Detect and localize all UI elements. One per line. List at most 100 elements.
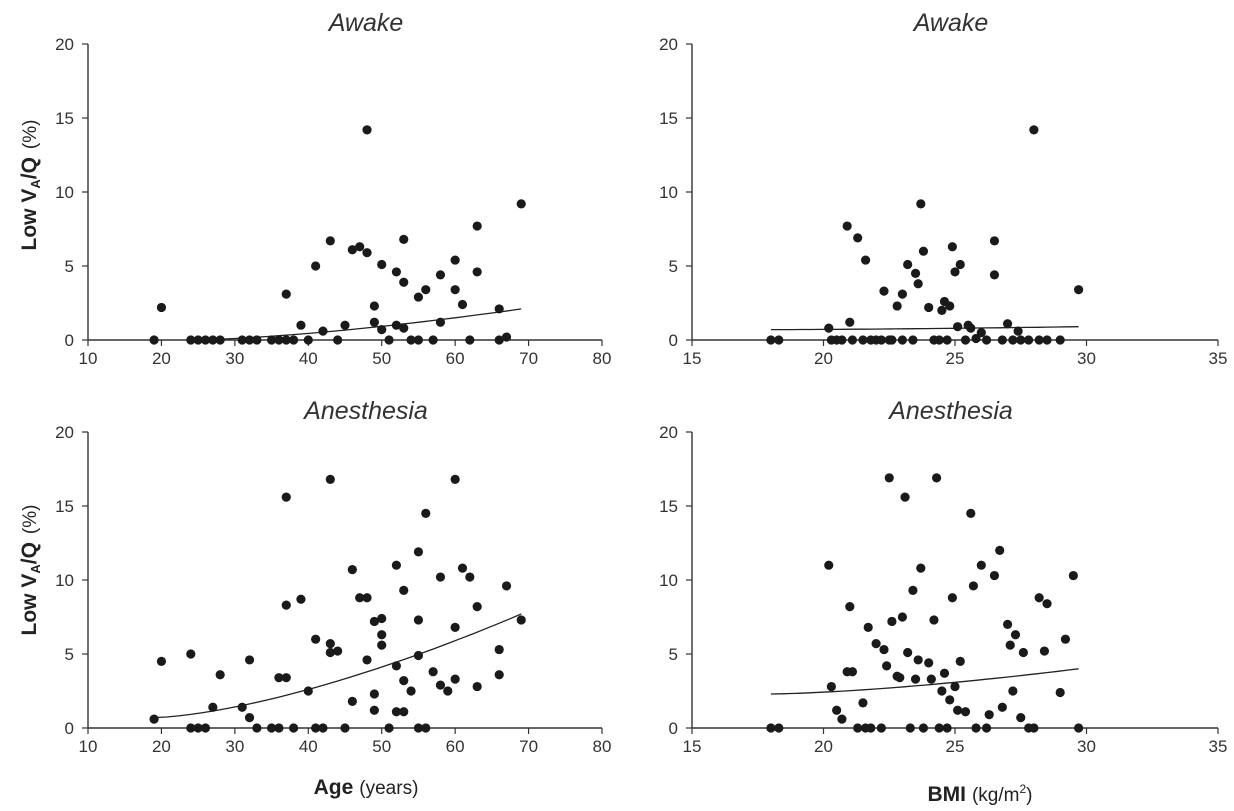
data-point (472, 221, 482, 231)
panel-title: Awake (912, 9, 989, 37)
data-point (897, 335, 908, 345)
data-point (186, 723, 196, 733)
data-point (1008, 686, 1018, 696)
plot-area: 10 20 30 40 50 60 70 80 0 5 10 15 20 (55, 423, 611, 756)
data-point (281, 335, 291, 345)
data-point (311, 261, 321, 271)
data-point (1018, 647, 1028, 658)
data-point (443, 686, 453, 696)
data-point (377, 259, 387, 270)
x-tick-label: 30 (225, 737, 244, 756)
data-point (325, 236, 335, 246)
data-point (435, 680, 446, 690)
data-point (955, 656, 965, 667)
x-tick-label: 20 (152, 737, 171, 756)
panel-anesthesia-age: Anesthesia 10 20 30 40 50 60 70 80 0 5 10 15 20 Low … (18, 397, 611, 799)
data-point (989, 570, 1000, 581)
data-point (847, 335, 858, 345)
data-point (945, 301, 955, 311)
data-point (413, 335, 424, 345)
data-point (384, 723, 394, 733)
data-point (866, 723, 876, 733)
data-point (918, 723, 929, 733)
data-point (377, 325, 387, 335)
data-point (244, 335, 255, 345)
data-point (501, 581, 512, 591)
data-point (910, 674, 921, 684)
data-point (465, 572, 475, 582)
data-point (1029, 125, 1039, 135)
data-point (435, 270, 446, 280)
data-point (939, 668, 950, 678)
panel-anesthesia-bmi: Anesthesia 15 20 25 30 35 0 5 10 15 20 BMI (kg/m2) (659, 397, 1227, 806)
data-point (399, 234, 409, 244)
x-tick-label: 35 (1209, 737, 1228, 756)
data-point (1024, 335, 1034, 345)
data-point (391, 320, 401, 330)
data-point (472, 681, 482, 692)
data-point (916, 563, 926, 573)
data-point (989, 270, 1000, 280)
data-point (303, 686, 313, 696)
plot-area: 15 20 25 30 35 0 5 10 15 20 (659, 35, 1227, 368)
x-tick-label: 40 (299, 737, 318, 756)
data-point (399, 585, 409, 595)
data-point (149, 714, 159, 724)
data-point (960, 335, 971, 345)
data-point (200, 335, 211, 345)
data-point (252, 723, 262, 733)
data-point (910, 268, 921, 278)
data-point (340, 723, 350, 733)
x-tick-label: 60 (446, 737, 465, 756)
x-tick-label: 20 (814, 737, 833, 756)
data-point (1068, 570, 1078, 581)
data-point (908, 585, 918, 595)
data-point (274, 673, 284, 683)
x-axis-label: Age (years) (314, 776, 419, 799)
data-point (766, 723, 776, 733)
y-tick-label: 5 (669, 645, 678, 664)
data-point (903, 647, 913, 658)
data-point (953, 705, 963, 715)
data-point (905, 723, 915, 733)
data-point (450, 622, 460, 632)
data-point (281, 673, 291, 683)
data-point (774, 723, 784, 733)
data-point (215, 670, 225, 680)
data-point (989, 236, 1000, 246)
data-point (333, 646, 343, 656)
data-point (853, 233, 863, 243)
panel-title: Anesthesia (302, 397, 428, 425)
data-point (399, 323, 409, 333)
data-point (362, 593, 372, 603)
data-point (494, 304, 504, 314)
x-axis-label: BMI (kg/m2) (927, 782, 1032, 806)
data-point (871, 639, 881, 649)
data-point (333, 335, 343, 345)
data-point (766, 335, 776, 345)
data-point (472, 267, 482, 277)
data-point (457, 299, 468, 310)
y-tick-label: 15 (659, 497, 678, 516)
data-point (421, 508, 431, 518)
data-point (406, 335, 416, 345)
y-tick-label: 10 (659, 183, 678, 202)
data-point (918, 246, 929, 256)
data-point (421, 723, 431, 733)
data-point (929, 615, 939, 625)
data-point (391, 707, 401, 717)
panel-awake-bmi: Awake 15 20 25 30 35 0 5 10 15 20 (659, 9, 1227, 368)
x-tick-label: 70 (519, 737, 538, 756)
data-point (450, 474, 460, 484)
x-tick-label: 50 (372, 737, 391, 756)
plot-area: 10 20 30 40 50 60 70 80 0 5 10 15 20 (55, 35, 611, 368)
y-tick-label: 10 (55, 571, 74, 590)
data-point (971, 333, 981, 344)
data-point (413, 723, 424, 733)
data-point (842, 221, 852, 231)
data-point (200, 723, 211, 733)
y-tick-label: 20 (659, 35, 678, 54)
data-point (347, 245, 357, 255)
data-point (450, 255, 460, 265)
data-point (421, 285, 431, 295)
